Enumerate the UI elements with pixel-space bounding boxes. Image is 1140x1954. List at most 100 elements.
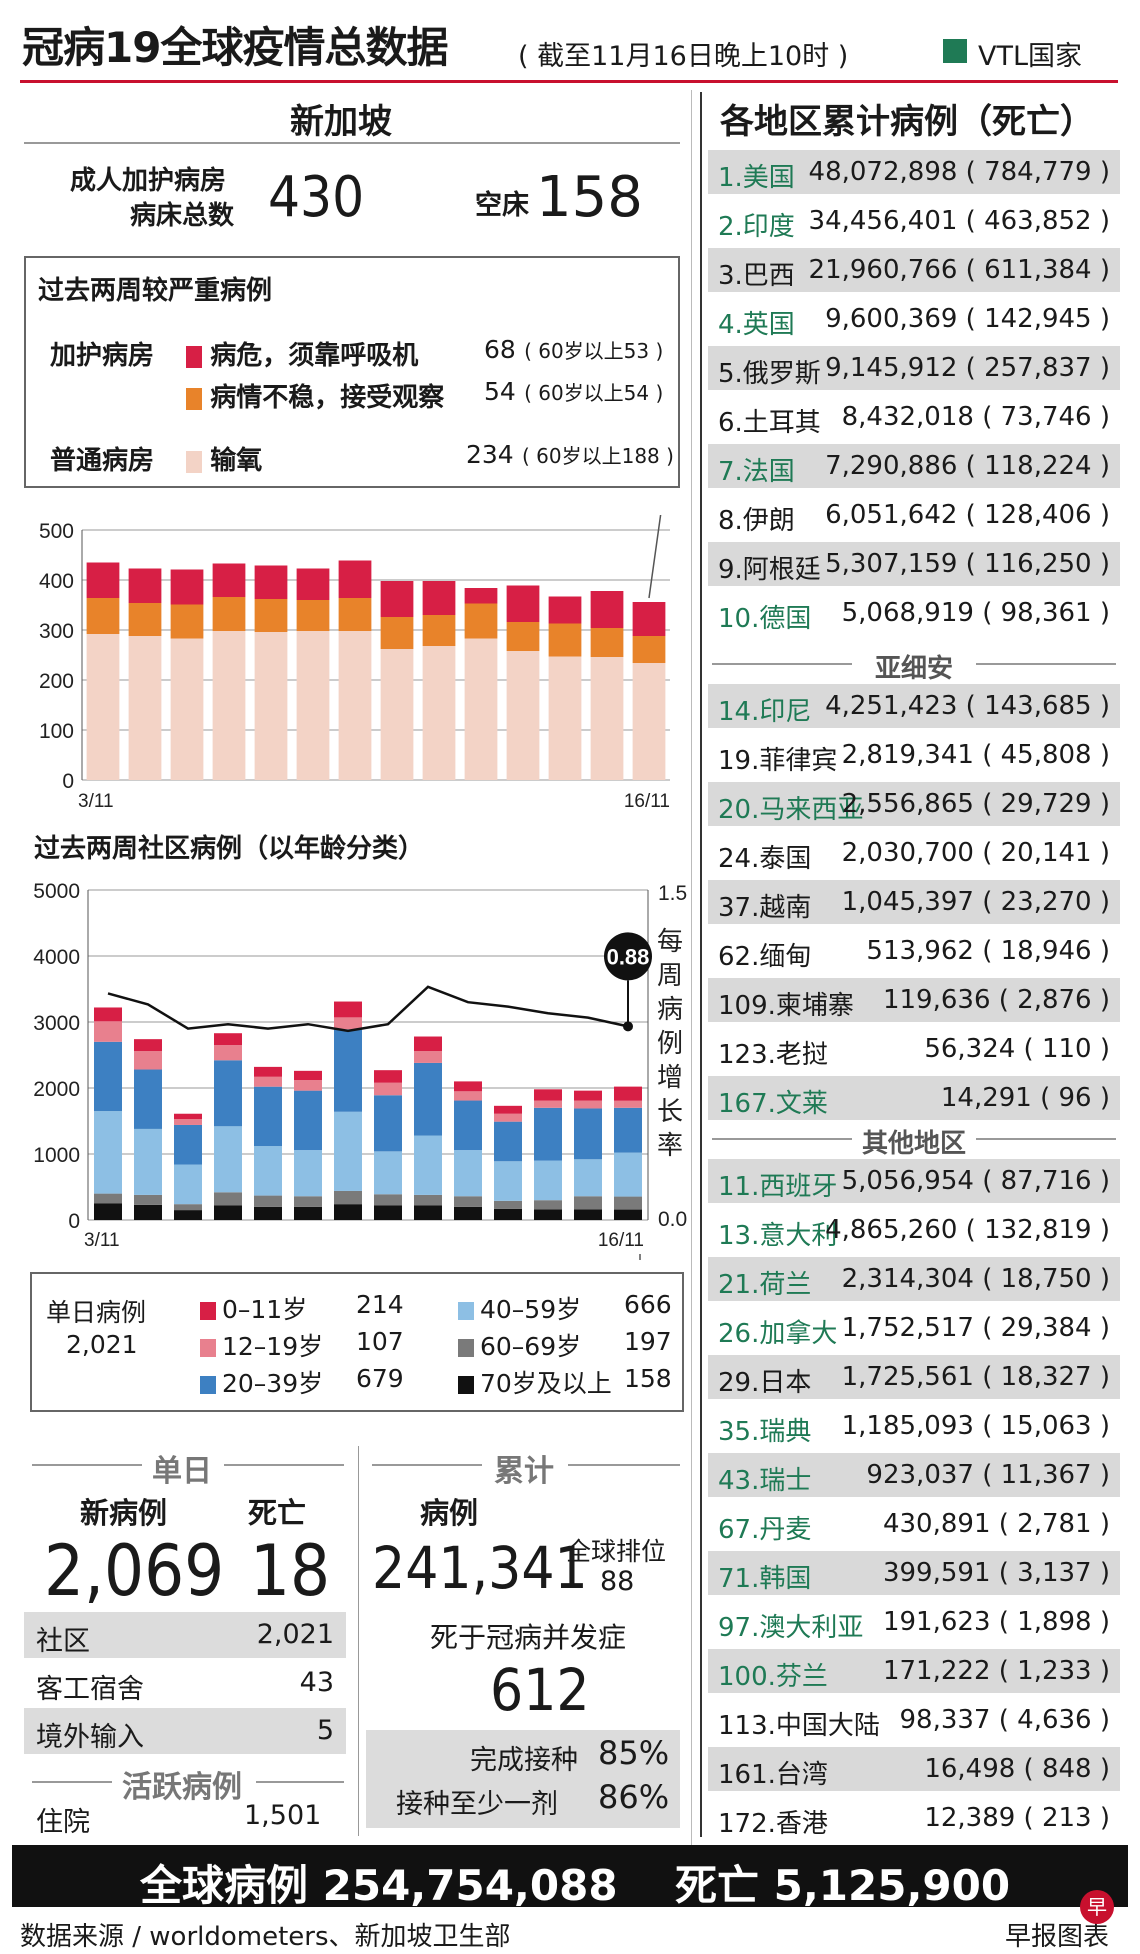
bar-segment (614, 1196, 642, 1210)
bar-segment (464, 588, 498, 604)
region-name: 67.丹麦 (718, 1515, 812, 1545)
new-cases-label: 新病例 (80, 1496, 168, 1530)
legend-item-0-11: 0–11岁 (200, 1290, 307, 1326)
header-divider (20, 80, 1118, 83)
bar-segment (254, 1066, 282, 1077)
region-row: 11.西班牙 5,056,954 ( 87,716 ) (708, 1159, 1120, 1203)
severe-cases-box (24, 256, 680, 488)
daily-rule-right (224, 1464, 344, 1466)
bar-segment (294, 1206, 322, 1220)
bar-segment (334, 1001, 362, 1018)
bar-segment (174, 1113, 202, 1120)
bar-segment (254, 565, 288, 599)
legend-item-40-59: 40–59岁 (458, 1290, 581, 1326)
imported-row: 境外输入 5 (24, 1708, 346, 1754)
global-deaths: 死亡 5,125,900 (675, 1861, 1011, 1910)
right-panel-border (700, 92, 702, 1837)
free-beds-value: 158 (536, 165, 643, 230)
bar-segment (494, 1113, 522, 1122)
cumulative-cases-value: 241,341 (372, 1534, 588, 1602)
region-row: 19.菲律宾 2,819,341 ( 45,808 ) (708, 733, 1120, 777)
callout-bubble (604, 932, 652, 981)
singapore-panel (12, 90, 692, 1845)
bar-segment (128, 636, 162, 780)
legend-item-12-19: 12–19岁 (200, 1327, 323, 1363)
active-rule-right (256, 1781, 344, 1783)
daily-deaths-value: 18 (250, 1530, 331, 1612)
bar-segment (454, 1081, 482, 1092)
bar-segment (590, 628, 624, 657)
bar-segment (374, 1205, 402, 1220)
region-name: 29.日本 (718, 1368, 812, 1398)
region-value: 2,314,304 ( 18,750 ) (841, 1264, 1110, 1294)
bar-segment (414, 1194, 442, 1206)
unstable-note: ( 60岁以上54 ) (524, 381, 664, 405)
community-label: 社区 (36, 1626, 90, 1657)
cumulative-rule-left (372, 1464, 482, 1466)
singapore-title: 新加坡 (290, 102, 392, 142)
bar-segment (494, 1105, 522, 1114)
bar-segment (534, 1160, 562, 1201)
bar-segment (254, 1086, 282, 1147)
vacc-one-value: 86% (598, 1778, 670, 1816)
bar-segment (506, 651, 540, 780)
region-name: 62.缅甸 (718, 942, 812, 972)
bar-segment (494, 1208, 522, 1220)
bar-segment (374, 1095, 402, 1152)
oxygen-figures: 234 ( 60岁以上188 ) (466, 440, 674, 470)
bar-segment (380, 581, 414, 617)
region-name: 35.瑞典 (718, 1417, 812, 1447)
section-rule (976, 663, 1116, 665)
severe-cases-chart: 0 100 200 300 400 500 3/11 16/11 (39, 515, 670, 812)
region-row: 9.阿根廷 5,307,159 ( 116,250 ) (708, 542, 1120, 586)
bar-segment (454, 1091, 482, 1101)
bar-segment (174, 1119, 202, 1125)
region-name: 71.韩国 (718, 1564, 812, 1594)
vtl-legend-swatch (943, 39, 967, 63)
icu-ward-label: 加护病房 (50, 341, 155, 371)
legend-value: 158 (624, 1364, 672, 1393)
legend-swatch (458, 1302, 474, 1320)
legend-pointer (639, 1254, 641, 1260)
unstable-label: 病情不稳，接受观察 (210, 383, 445, 413)
cumulative-cases-label: 病例 (420, 1496, 479, 1530)
y-tick-label: 0 (62, 770, 74, 793)
bar-segment (414, 1205, 442, 1220)
region-value: 5,307,159 ( 116,250 ) (825, 549, 1110, 579)
bar-segment (254, 1146, 282, 1196)
legend-label: 0–11岁 (222, 1295, 308, 1324)
bar-segment (134, 1039, 162, 1052)
bar-segment (212, 597, 246, 631)
bar-segment (134, 1128, 162, 1195)
region-value: 21,960,766 ( 611,384 ) (808, 255, 1110, 285)
bar-segment (454, 1196, 482, 1207)
y-tick-label: 400 (39, 570, 74, 593)
bar-segment (454, 1206, 482, 1220)
region-value: 1,752,517 ( 29,384 ) (841, 1313, 1110, 1343)
region-row: 5.俄罗斯 9,145,912 ( 257,837 ) (708, 346, 1120, 390)
bar-segment (170, 604, 204, 639)
bar-segment (294, 1090, 322, 1151)
bar-segment (506, 585, 540, 622)
bar-segment (94, 1193, 122, 1204)
region-row: 8.伊朗 6,051,642 ( 128,406 ) (708, 493, 1120, 537)
oxygen-value: 234 (466, 440, 514, 469)
bar-segment (214, 1205, 242, 1220)
cumulative-deaths-value: 612 (490, 1656, 590, 1724)
bar-segment (374, 1070, 402, 1083)
legend-value: 197 (624, 1327, 672, 1356)
community-value: 2,021 (256, 1619, 334, 1650)
bar-segment (334, 1111, 362, 1191)
hospitalised-label: 住院 (36, 1807, 90, 1838)
severe-row-unstable: 病情不稳，接受观察 (186, 377, 444, 414)
critical-figures: 68 ( 60岁以上53 ) (484, 335, 663, 365)
region-name: 24.泰国 (718, 844, 812, 874)
bar-segment (574, 1196, 602, 1210)
bar-segment (374, 1194, 402, 1206)
bar-segment (574, 1090, 602, 1101)
y2-tick-label: 0.0 (658, 1208, 687, 1231)
region-row: 113.中国大陆 98,337 ( 4,636 ) (708, 1698, 1120, 1742)
region-value: 4,865,260 ( 132,819 ) (825, 1215, 1110, 1245)
bar-segment (338, 631, 372, 780)
bar-segment (494, 1161, 522, 1201)
